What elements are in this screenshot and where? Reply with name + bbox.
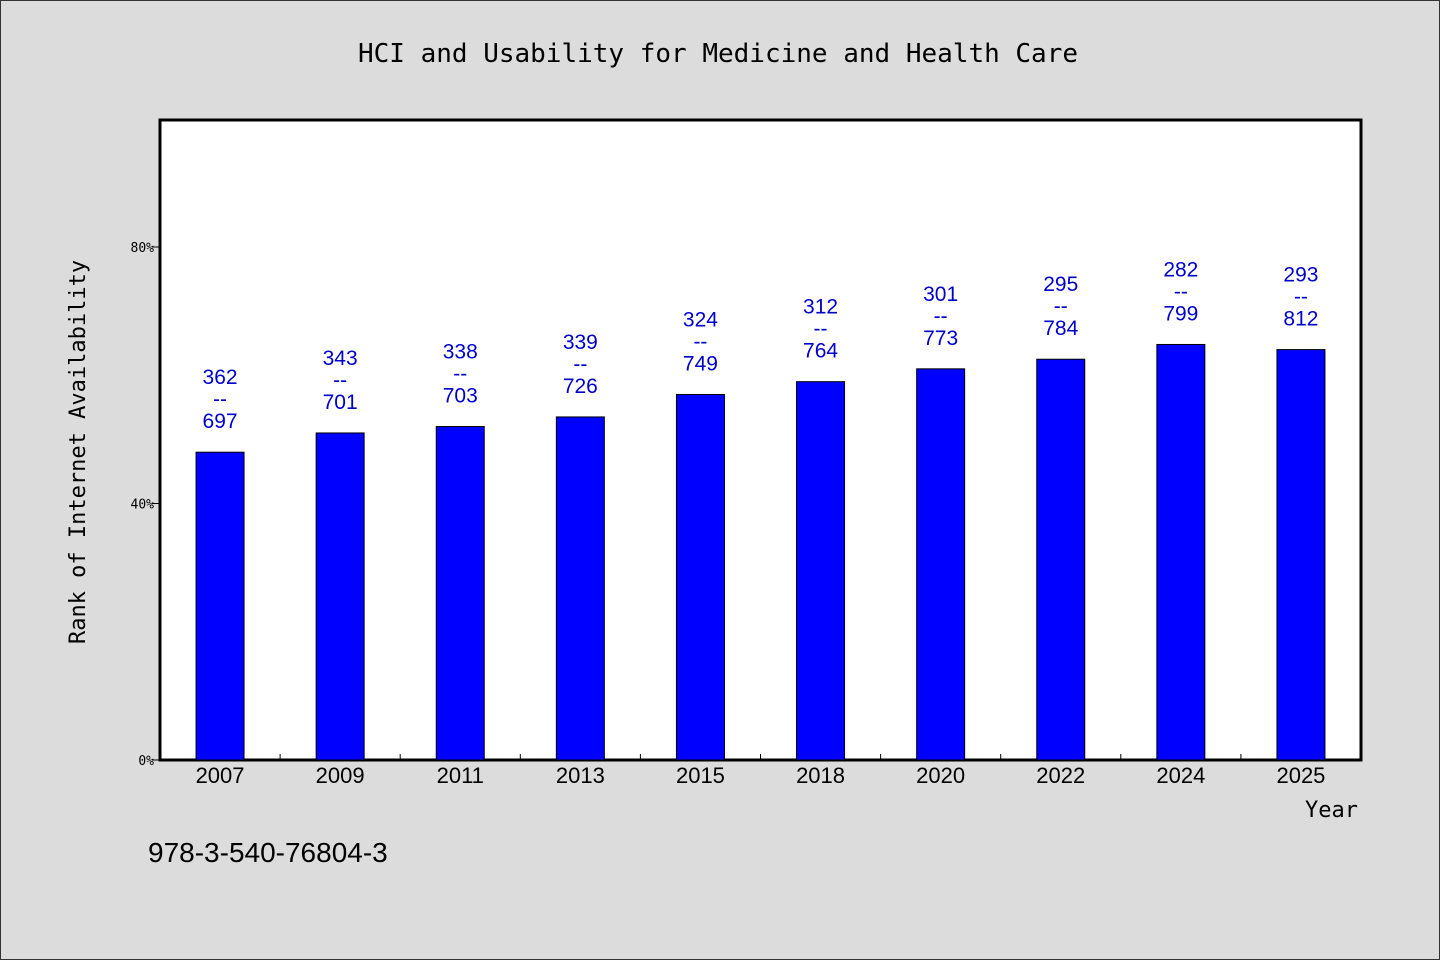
bars-layer — [195, 343, 1326, 761]
x-tick-label-2025: 2025 — [1276, 763, 1325, 788]
data-label-2020-sep: -- — [934, 305, 948, 328]
data-label-2011-top: 338 — [443, 341, 478, 364]
data-label-2015-top: 324 — [683, 308, 718, 331]
x-tick-label-2011: 2011 — [437, 763, 484, 788]
data-label-2024-top: 282 — [1163, 258, 1198, 281]
data-label-2022-top: 295 — [1043, 273, 1078, 296]
data-label-2015-bottom: 749 — [683, 352, 718, 375]
x-tick-label-2007: 2007 — [196, 763, 245, 788]
data-label-2007-top: 362 — [203, 366, 238, 389]
data-label-2020-bottom: 773 — [923, 327, 958, 350]
y-axis: 0% 40% 80% — [131, 241, 160, 769]
y-axis-label: Rank of Internet Availability — [66, 260, 91, 644]
y-tick-label: 80% — [131, 241, 155, 256]
data-label-2007-bottom: 697 — [203, 410, 238, 433]
data-label-2025-bottom: 812 — [1283, 308, 1318, 331]
bar-2022 — [1036, 358, 1086, 761]
x-axis-label: Year — [1305, 798, 1358, 823]
data-label-2013-sep: -- — [573, 353, 587, 376]
x-tick-label-2022: 2022 — [1036, 763, 1085, 788]
data-label-2024-sep: -- — [1174, 280, 1188, 303]
data-label-2022-bottom: 784 — [1043, 317, 1078, 340]
bar-2007 — [195, 451, 245, 761]
bar-2024 — [1156, 343, 1206, 761]
data-label-2018-sep: -- — [814, 318, 828, 341]
x-tick-label-2013: 2013 — [556, 763, 605, 788]
data-label-2009-sep: -- — [333, 369, 347, 392]
data-label-2007-sep: -- — [213, 388, 227, 411]
x-tick-label-2015: 2015 — [676, 763, 725, 788]
data-label-2025-sep: -- — [1294, 286, 1308, 309]
data-label-2013-top: 339 — [563, 331, 598, 354]
bar-2025 — [1276, 349, 1326, 761]
x-tick-label-2018: 2018 — [796, 763, 845, 788]
y-tick-label: 40% — [131, 498, 155, 513]
data-label-2018-bottom: 764 — [803, 340, 838, 363]
data-label-2009-bottom: 701 — [323, 391, 358, 414]
x-axis: 2007 2009 2011 2013 2015 2018 2020 2022 2024 2025 — [196, 754, 1325, 788]
data-label-2013-bottom: 726 — [563, 375, 598, 398]
data-label-2020-top: 301 — [923, 283, 958, 306]
data-label-2015-sep: -- — [693, 330, 707, 353]
data-label-2022-sep: -- — [1054, 295, 1068, 318]
x-tick-label-2020: 2020 — [916, 763, 965, 788]
y-tick-label: 0% — [138, 754, 154, 769]
x-tick-label-2009: 2009 — [316, 763, 365, 788]
bar-2013 — [555, 416, 605, 761]
data-label-2009-top: 343 — [323, 347, 358, 370]
bar-2020 — [916, 368, 966, 761]
chart-title: HCI and Usability for Medicine and Healt… — [358, 39, 1078, 69]
bar-2015 — [675, 393, 725, 761]
data-label-2011-bottom: 703 — [443, 385, 478, 408]
data-label-2011-sep: -- — [453, 363, 467, 386]
bar-2018 — [796, 381, 846, 761]
data-labels-layer: 362--697343--701338--703339--726324--749… — [203, 258, 1319, 433]
data-label-2018-top: 312 — [803, 296, 838, 319]
x-tick-label-2024: 2024 — [1156, 763, 1205, 788]
isbn-footer: 978-3-540-76804-3 — [148, 837, 388, 868]
bar-2011 — [435, 426, 485, 761]
bar-2009 — [315, 432, 365, 761]
data-label-2024-bottom: 799 — [1163, 302, 1198, 325]
data-label-2025-top: 293 — [1283, 264, 1318, 287]
